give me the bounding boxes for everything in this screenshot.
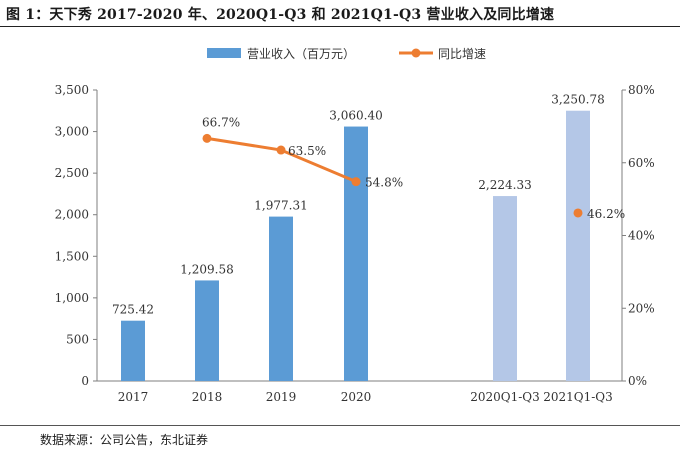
y-right-tick-label: 60% — [628, 156, 655, 170]
y-left-tick-label: 1,500 — [55, 249, 89, 263]
y-right-tick-label: 0% — [628, 374, 647, 388]
x-tick-label: 2017 — [118, 390, 149, 404]
y-left-tick-label: 1,000 — [55, 291, 89, 305]
growth-point — [276, 145, 286, 155]
growth-value-label: 46.2% — [587, 207, 625, 221]
legend-marker-growth — [411, 48, 421, 58]
y-left-tick-label: 2,500 — [55, 166, 89, 180]
growth-value-label: 54.8% — [365, 176, 403, 190]
y-left-tick-label: 2,000 — [55, 208, 89, 222]
x-tick-label: 2018 — [192, 390, 223, 404]
top-rule — [0, 26, 680, 27]
x-tick-label: 2020Q1-Q3 — [470, 390, 540, 404]
bar-value-label: 1,209.58 — [180, 262, 233, 276]
bottom-rule — [0, 425, 680, 426]
bar-revenue — [493, 196, 517, 381]
bar-revenue — [344, 126, 368, 382]
bar-value-label: 3,250.78 — [551, 93, 604, 107]
y-left-tick-label: 3,000 — [55, 125, 89, 139]
growth-point — [202, 133, 212, 143]
growth-value-label: 66.7% — [202, 115, 240, 129]
y-left-tick-label: 500 — [66, 332, 89, 346]
legend-label-growth: 同比增速 — [438, 47, 486, 61]
legend-label-revenue: 营业收入（百万元） — [247, 47, 355, 61]
y-right-tick-label: 20% — [628, 301, 655, 315]
bar-revenue — [195, 280, 219, 381]
x-tick-label: 2021Q1-Q3 — [543, 390, 613, 404]
y-right-tick-label: 40% — [628, 229, 655, 243]
growth-value-label: 63.5% — [288, 144, 326, 158]
x-tick-label: 2020 — [341, 390, 372, 404]
figure-title: 图 1：天下秀 2017-2020 年、2020Q1-Q3 和 2021Q1-Q… — [6, 7, 555, 23]
bar-revenue — [269, 216, 293, 381]
bar-value-label: 1,977.31 — [254, 199, 307, 213]
x-tick-label: 2019 — [266, 390, 297, 404]
y-right-tick-label: 80% — [628, 83, 655, 97]
bar-value-label: 725.42 — [112, 303, 154, 317]
bar-value-label: 3,060.40 — [329, 109, 382, 123]
bar-value-label: 2,224.33 — [478, 178, 531, 192]
bar-revenue — [121, 320, 145, 381]
y-left-tick-label: 0 — [81, 374, 89, 388]
legend-swatch-revenue — [207, 48, 241, 58]
growth-point — [573, 208, 583, 218]
source-note: 数据来源：公司公告，东北证券 — [40, 433, 209, 447]
bar-revenue — [566, 110, 590, 382]
growth-line — [206, 136, 357, 184]
growth-point — [351, 177, 361, 187]
y-left-tick-label: 3,500 — [55, 83, 89, 97]
